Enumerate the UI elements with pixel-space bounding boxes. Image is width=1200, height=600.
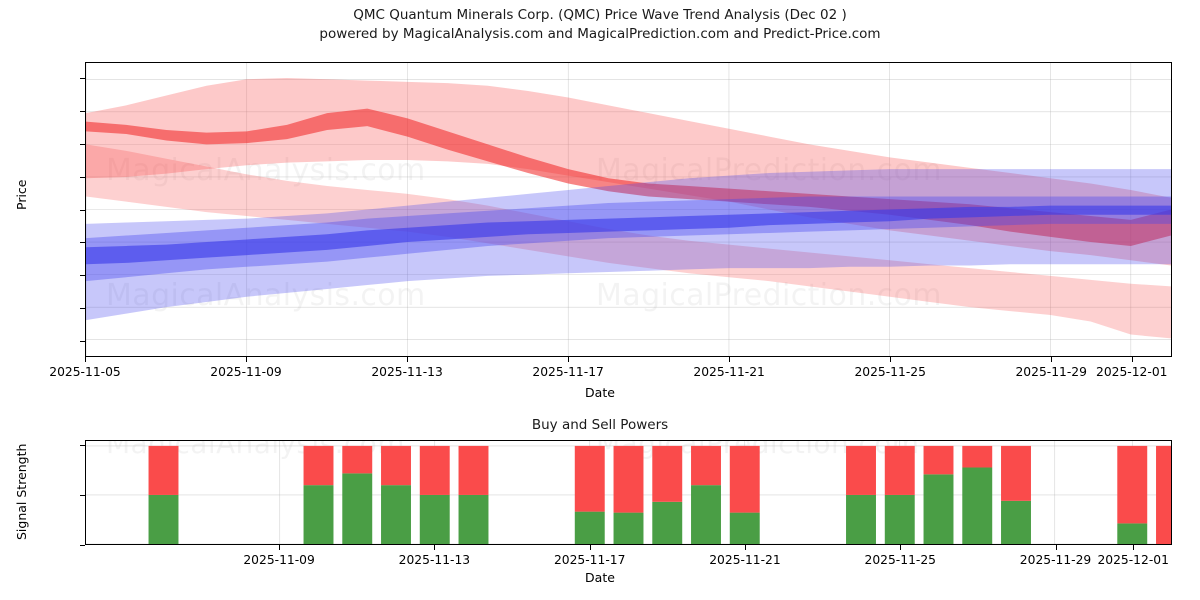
sub-ytick-mark <box>80 495 85 496</box>
buy-power-bar <box>923 474 954 544</box>
sell-power-bar <box>884 445 915 495</box>
main-xtick-label: 2025-11-25 <box>854 365 926 379</box>
sell-power-bar <box>574 445 605 512</box>
sell-power-bar <box>148 445 179 495</box>
main-ytick-mark <box>80 143 85 145</box>
sell-power-bar <box>613 445 644 513</box>
main-ytick-mark <box>80 242 85 244</box>
sub-xtick-mark <box>434 545 436 550</box>
main-y-axis-label: Price <box>14 179 29 211</box>
sell-power-bar <box>729 445 760 513</box>
sell-power-bar <box>1001 445 1031 501</box>
main-xtick-label: 2025-11-21 <box>693 365 765 379</box>
sell-power-bar <box>691 445 721 486</box>
band-blue-wave-core <box>86 205 1171 265</box>
sell-power-bar <box>962 445 993 468</box>
buy-sell-powers-plot-area: MagicalAnalysis.com MagicalPrediction.co… <box>85 440 1172 545</box>
buy-power-bar <box>1117 523 1148 544</box>
buy-power-bar <box>884 494 915 544</box>
main-xtick-mark <box>729 357 731 362</box>
buy-power-bar <box>613 512 644 544</box>
sell-power-bar <box>381 445 411 486</box>
sub-xtick-mark <box>279 545 281 550</box>
main-xtick-label: 2025-12-01 <box>1096 365 1168 379</box>
buy-power-bar <box>729 512 760 544</box>
main-xtick-mark <box>85 357 86 362</box>
sub-xtick-mark <box>900 545 902 550</box>
main-xtick-label: 2025-11-17 <box>532 365 604 379</box>
sell-power-bar <box>923 445 954 475</box>
sub-xtick-label: 2025-11-25 <box>864 553 936 567</box>
sell-power-bar <box>652 445 683 502</box>
main-ytick-mark <box>80 275 85 277</box>
main-ytick-mark <box>80 176 85 178</box>
sell-power-bar <box>1156 445 1171 544</box>
buy-sell-powers-svg <box>86 441 1171 544</box>
main-ytick-mark <box>80 340 85 342</box>
sell-power-bar <box>846 445 876 495</box>
sub-xtick-label: 2025-11-17 <box>553 553 626 567</box>
main-xtick-label: 2025-11-13 <box>371 365 443 379</box>
sell-power-bar <box>458 445 489 495</box>
sub-ytick-mark <box>80 445 85 446</box>
sub-xtick-label: 2025-12-01 <box>1097 553 1169 567</box>
sub-xtick-mark <box>1055 545 1057 550</box>
main-xtick-mark <box>246 357 248 362</box>
main-xtick-mark <box>407 357 409 362</box>
main-xtick-mark <box>1051 357 1053 362</box>
buy-power-bar <box>303 485 334 544</box>
sub-xtick-mark <box>589 545 591 550</box>
main-ytick-mark <box>80 307 85 309</box>
buy-power-bar <box>962 467 993 544</box>
title-line-2: powered by MagicalAnalysis.com and Magic… <box>319 26 881 42</box>
sub-ytick-mark <box>80 545 85 546</box>
sub-xtick-label: 2025-11-21 <box>709 553 781 567</box>
sub-xtick-label: 2025-11-09 <box>243 553 315 567</box>
sub-chart-title: Buy and Sell Powers <box>531 417 669 433</box>
buy-power-bar <box>691 485 721 544</box>
main-xtick-label: 2025-11-05 <box>49 365 121 379</box>
buy-power-bar <box>574 511 605 544</box>
main-xtick-mark <box>568 357 570 362</box>
title-line-1: QMC Quantum Minerals Corp. (QMC) Price W… <box>353 7 847 23</box>
sub-xtick-label: 2025-11-29 <box>1019 553 1092 567</box>
buy-power-bar <box>419 494 450 544</box>
main-xtick-label: 2025-11-29 <box>1015 365 1087 379</box>
band-blue-wave-outer <box>86 169 1171 321</box>
price-wave-plot-area: MagicalAnalysis.com MagicalPrediction.co… <box>85 62 1172 357</box>
main-xtick-mark <box>1131 357 1133 362</box>
sell-power-bar <box>342 445 373 474</box>
page-title: QMC Quantum Minerals Corp. (QMC) Price W… <box>0 6 1200 44</box>
sub-xtick-label: 2025-11-13 <box>398 553 471 567</box>
buy-power-bar <box>846 494 876 544</box>
buy-power-bar <box>148 494 179 544</box>
buy-power-bar <box>1001 500 1031 544</box>
sub-x-axis-label: Date <box>585 570 615 585</box>
price-wave-svg <box>86 63 1171 356</box>
sub-xtick-mark <box>744 545 746 550</box>
sell-power-bar <box>419 445 450 495</box>
sell-power-bar <box>1117 445 1148 524</box>
sub-xtick-mark <box>1133 545 1135 550</box>
buy-power-bar <box>342 473 373 544</box>
main-ytick-mark <box>80 209 85 211</box>
main-ytick-mark <box>80 111 85 113</box>
main-xtick-label: 2025-11-09 <box>210 365 282 379</box>
sub-y-axis-label: Signal Strength <box>14 443 29 540</box>
buy-power-bar <box>458 494 489 544</box>
main-ytick-mark <box>80 78 85 80</box>
main-x-axis-label: Date <box>585 385 615 400</box>
sell-power-bar <box>303 445 334 486</box>
band-red-wave-low <box>86 144 1171 339</box>
main-xtick-mark <box>890 357 892 362</box>
buy-power-bar <box>652 501 683 544</box>
buy-power-bar <box>381 485 411 544</box>
